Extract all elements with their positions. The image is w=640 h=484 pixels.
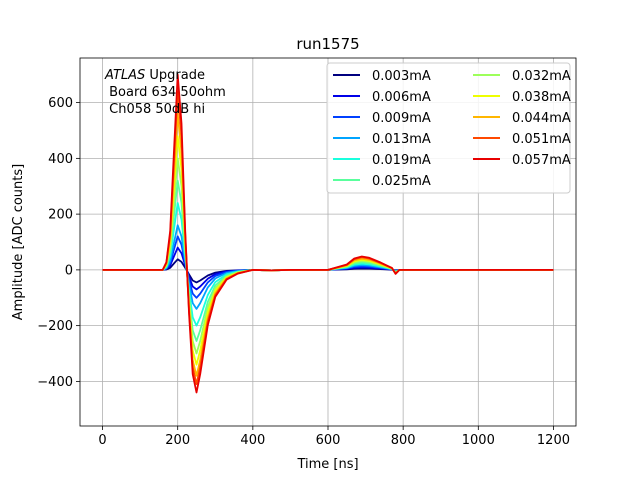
series-line bbox=[102, 73, 554, 394]
legend-label: 0.006mA bbox=[372, 90, 431, 105]
annotation-line-2: Board 634 50ohm bbox=[105, 85, 226, 100]
legend-items: 0.003mA 0.006mA 0.009mA 0.013mA 0.019mA 0.025… bbox=[333, 69, 571, 189]
x-tick-label: 200 bbox=[165, 433, 190, 448]
y-tick-label: −400 bbox=[37, 375, 73, 390]
legend-label: 0.051mA bbox=[512, 132, 571, 147]
series-lines bbox=[102, 73, 554, 394]
y-axis-label: Amplitude [ADC counts] bbox=[11, 164, 26, 320]
x-tick-label: 800 bbox=[391, 433, 416, 448]
legend-box bbox=[326, 62, 571, 194]
legend-label: 0.003mA bbox=[372, 69, 431, 84]
annotation-line-1: ATLAS Upgrade bbox=[104, 68, 205, 83]
axis-ticks: 0 200 400 600 800 1000 1200 −400 −200 0 200 400 600 bbox=[37, 96, 570, 448]
legend: 0.003mA 0.006mA 0.009mA 0.013mA 0.019mA 0.025… bbox=[326, 62, 571, 194]
annotation-upgrade: Upgrade bbox=[145, 68, 205, 83]
legend-label: 0.009mA bbox=[372, 111, 431, 126]
legend-label: 0.019mA bbox=[372, 153, 431, 168]
y-tick-label: 400 bbox=[48, 152, 73, 167]
x-axis-label: Time [ns] bbox=[296, 457, 358, 472]
x-tick-label: 1000 bbox=[462, 433, 495, 448]
annotation-line-3: Ch058 50dB hi bbox=[105, 102, 205, 117]
y-tick-label: −200 bbox=[37, 319, 73, 334]
legend-label: 0.038mA bbox=[512, 90, 571, 105]
legend-label: 0.013mA bbox=[372, 132, 431, 147]
x-tick-label: 1200 bbox=[537, 433, 570, 448]
legend-label: 0.025mA bbox=[372, 174, 431, 189]
x-tick-label: 600 bbox=[316, 433, 341, 448]
y-tick-label: 200 bbox=[48, 208, 73, 223]
legend-label: 0.057mA bbox=[512, 153, 571, 168]
legend-label: 0.044mA bbox=[512, 111, 571, 126]
series-line bbox=[102, 202, 554, 327]
x-tick-label: 400 bbox=[240, 433, 265, 448]
chart-title: run1575 bbox=[296, 35, 359, 53]
series-line bbox=[102, 224, 554, 310]
annotation-atlas: ATLAS bbox=[104, 68, 145, 83]
series-line bbox=[102, 179, 554, 342]
y-tick-label: 0 bbox=[65, 263, 73, 278]
y-tick-label: 600 bbox=[48, 96, 73, 111]
legend-label: 0.032mA bbox=[512, 69, 571, 84]
x-tick-label: 0 bbox=[98, 433, 106, 448]
